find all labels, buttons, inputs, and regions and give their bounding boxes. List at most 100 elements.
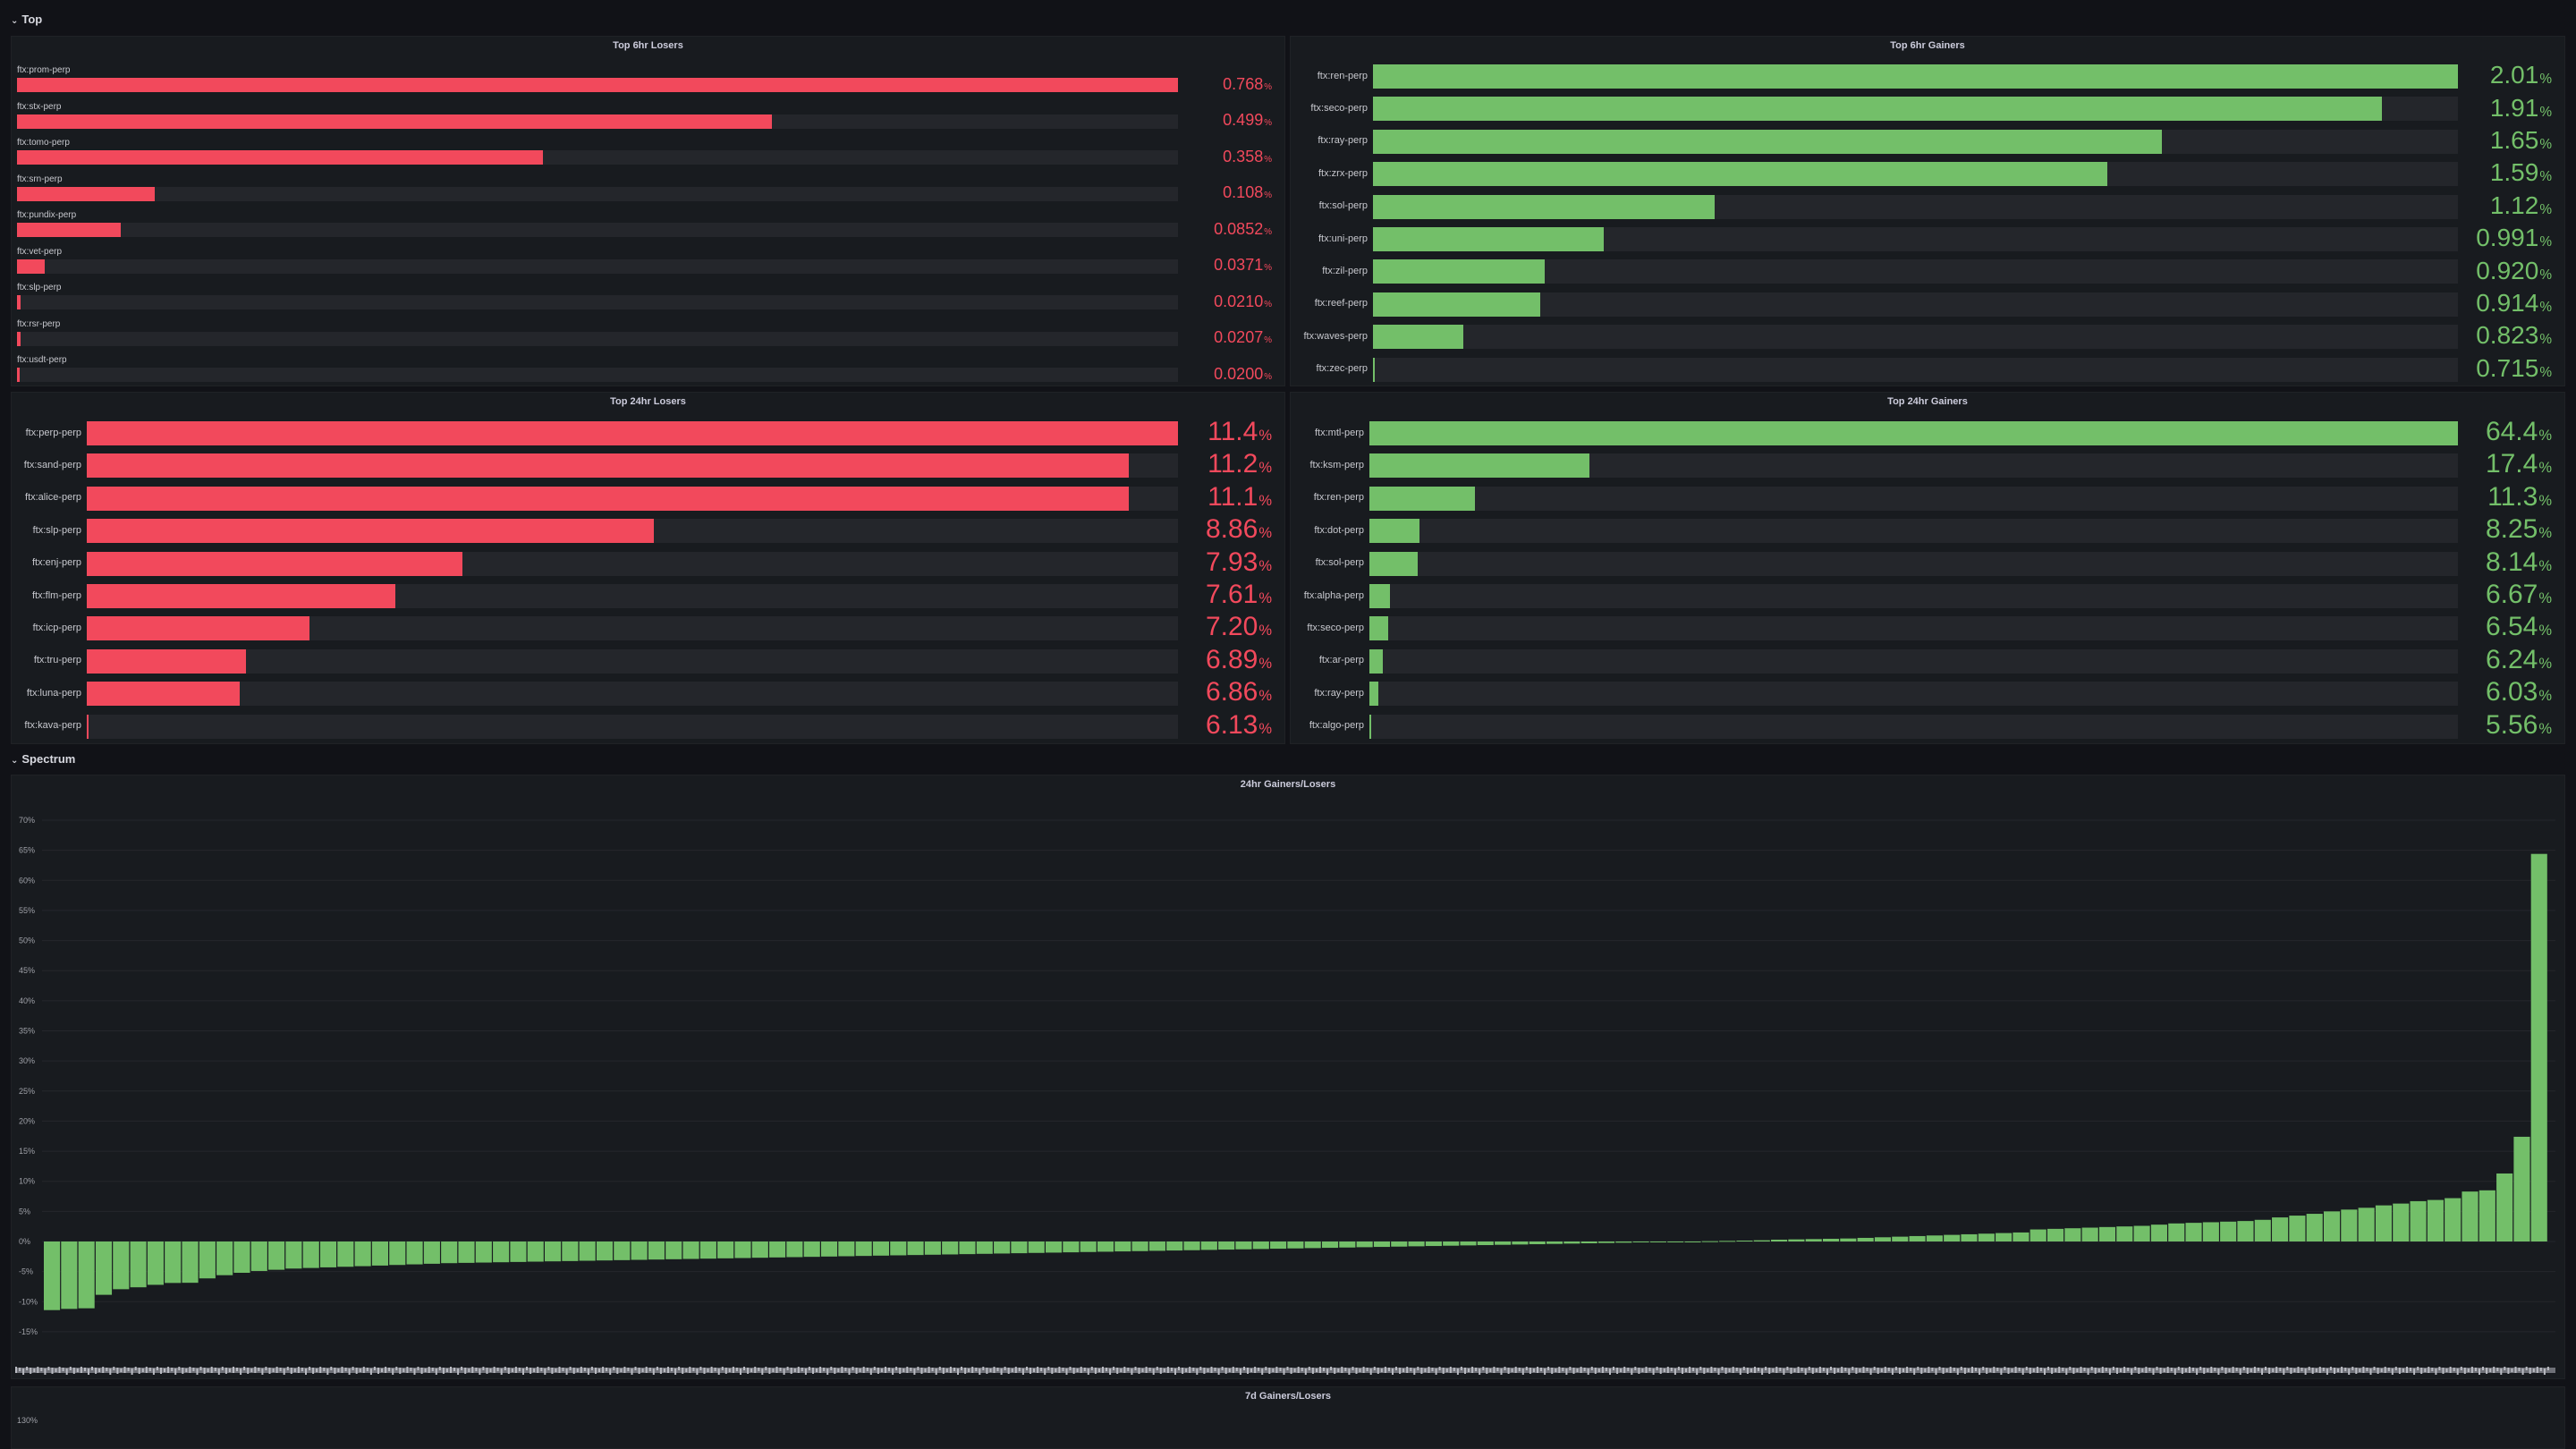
spectrum-bar[interactable] bbox=[648, 1241, 665, 1260]
spectrum-bar[interactable] bbox=[510, 1241, 527, 1262]
spectrum-bar[interactable] bbox=[2289, 1216, 2306, 1241]
spectrum-bar[interactable] bbox=[699, 1241, 716, 1259]
spectrum-bar[interactable] bbox=[1063, 1241, 1080, 1253]
spectrum-bar[interactable] bbox=[1080, 1241, 1097, 1252]
spectrum-bar[interactable] bbox=[2185, 1223, 2202, 1241]
spectrum-bar[interactable] bbox=[1235, 1241, 1252, 1250]
spectrum-bar[interactable] bbox=[1460, 1241, 1477, 1246]
spectrum-bar[interactable] bbox=[527, 1241, 544, 1262]
spectrum-bar[interactable] bbox=[2202, 1222, 2219, 1241]
spectrum-bar[interactable] bbox=[1874, 1237, 1892, 1241]
spectrum-bar[interactable] bbox=[337, 1241, 354, 1267]
spectrum-bar[interactable] bbox=[1996, 1233, 2012, 1241]
spectrum-bar[interactable] bbox=[924, 1241, 941, 1255]
spectrum-bar[interactable] bbox=[545, 1241, 562, 1262]
spectrum-bar[interactable] bbox=[199, 1241, 216, 1279]
spectrum-bar[interactable] bbox=[1443, 1241, 1460, 1246]
spectrum-bar[interactable] bbox=[2427, 1199, 2444, 1241]
spectrum-bar[interactable] bbox=[2272, 1217, 2289, 1241]
spectrum-bar[interactable] bbox=[1529, 1241, 1546, 1245]
panel-title[interactable]: Top 24hr Gainers bbox=[1887, 396, 1968, 407]
spectrum-bar[interactable] bbox=[1425, 1241, 1442, 1247]
spectrum-bar[interactable] bbox=[1131, 1241, 1148, 1251]
spectrum-bar[interactable] bbox=[113, 1241, 130, 1290]
spectrum-bar[interactable] bbox=[596, 1241, 614, 1261]
spectrum-bar[interactable] bbox=[1097, 1241, 1114, 1252]
spectrum-bar[interactable] bbox=[1892, 1236, 1909, 1241]
spectrum-bar[interactable] bbox=[44, 1241, 61, 1310]
panel-title[interactable]: Top 24hr Losers bbox=[610, 396, 686, 407]
spectrum-bar[interactable] bbox=[61, 1241, 78, 1309]
spectrum-bar[interactable] bbox=[1391, 1241, 1408, 1247]
spectrum-bar[interactable] bbox=[165, 1241, 182, 1284]
spectrum-bar[interactable] bbox=[717, 1241, 734, 1258]
spectrum-bar[interactable] bbox=[1805, 1239, 1822, 1241]
spectrum-bar[interactable] bbox=[1909, 1235, 1926, 1241]
spectrum-bar[interactable] bbox=[2168, 1223, 2185, 1241]
spectrum-bar[interactable] bbox=[1495, 1241, 1512, 1245]
spectrum-bar[interactable] bbox=[562, 1241, 579, 1261]
spectrum-bar[interactable] bbox=[2358, 1208, 2375, 1241]
spectrum-bar[interactable] bbox=[2306, 1214, 2323, 1241]
spectrum-bar[interactable] bbox=[682, 1241, 699, 1259]
spectrum-bar[interactable] bbox=[1632, 1241, 1649, 1243]
spectrum-bar[interactable] bbox=[2098, 1226, 2116, 1241]
spectrum-bar[interactable] bbox=[1477, 1241, 1494, 1246]
spectrum-bar[interactable] bbox=[1771, 1239, 1788, 1241]
spectrum-bar[interactable] bbox=[95, 1241, 113, 1295]
spectrum-bar[interactable] bbox=[2410, 1200, 2427, 1241]
spectrum-bar[interactable] bbox=[1580, 1241, 1597, 1244]
spectrum-bar[interactable] bbox=[872, 1241, 890, 1256]
spectrum-bar[interactable] bbox=[1218, 1241, 1235, 1250]
spectrum-bar[interactable] bbox=[734, 1241, 751, 1258]
spectrum-bar[interactable] bbox=[665, 1241, 682, 1259]
spectrum-bar[interactable] bbox=[1304, 1241, 1321, 1249]
spectrum-bar[interactable] bbox=[2496, 1173, 2513, 1241]
spectrum-bar[interactable] bbox=[2479, 1190, 2496, 1241]
spectrum-bar[interactable] bbox=[1166, 1241, 1183, 1251]
spectrum-bar[interactable] bbox=[786, 1241, 803, 1258]
spectrum-bar[interactable] bbox=[1408, 1241, 1425, 1247]
spectrum-bar[interactable] bbox=[354, 1241, 371, 1267]
spectrum-bar[interactable] bbox=[285, 1241, 302, 1269]
spectrum-bar[interactable] bbox=[1252, 1241, 1269, 1250]
spectrum-bar[interactable] bbox=[302, 1241, 319, 1268]
spectrum-bar[interactable] bbox=[1701, 1241, 1718, 1242]
spectrum-bar[interactable] bbox=[1978, 1233, 1995, 1241]
spectrum-bar[interactable] bbox=[890, 1241, 907, 1256]
spectrum-bar[interactable] bbox=[147, 1241, 164, 1285]
spectrum-bar[interactable] bbox=[1321, 1241, 1339, 1249]
spectrum-bar[interactable] bbox=[942, 1241, 959, 1255]
spectrum-bar[interactable] bbox=[1840, 1238, 1857, 1241]
spectrum-bar[interactable] bbox=[1114, 1241, 1131, 1252]
spectrum-bar[interactable] bbox=[2462, 1191, 2479, 1241]
spectrum-bar[interactable] bbox=[268, 1241, 285, 1270]
spectrum-bar[interactable] bbox=[216, 1241, 233, 1275]
spectrum-bar[interactable] bbox=[475, 1241, 492, 1263]
spectrum-bar[interactable] bbox=[2116, 1226, 2133, 1241]
spectrum-bar[interactable] bbox=[614, 1241, 631, 1260]
spectrum-bar[interactable] bbox=[2393, 1203, 2410, 1241]
spectrum-bar[interactable] bbox=[1200, 1241, 1217, 1250]
spectrum-bar[interactable] bbox=[1046, 1241, 1063, 1253]
spectrum-bar[interactable] bbox=[458, 1241, 475, 1263]
spectrum-bar[interactable] bbox=[2341, 1209, 2358, 1241]
spectrum-bar[interactable] bbox=[371, 1241, 389, 1266]
spectrum-bar[interactable] bbox=[389, 1241, 406, 1266]
spectrum-bar[interactable] bbox=[1649, 1241, 1666, 1242]
spectrum-bar[interactable] bbox=[2237, 1221, 2254, 1241]
spectrum-bar[interactable] bbox=[820, 1241, 838, 1257]
spectrum-bar[interactable] bbox=[1183, 1241, 1200, 1250]
spectrum-bar[interactable] bbox=[1667, 1241, 1684, 1242]
spectrum-bar[interactable] bbox=[2375, 1205, 2393, 1241]
spectrum-bar[interactable] bbox=[1563, 1241, 1580, 1244]
spectrum-bar[interactable] bbox=[1339, 1241, 1356, 1248]
spectrum-bar[interactable] bbox=[2081, 1227, 2098, 1241]
spectrum-bar[interactable] bbox=[2513, 1136, 2530, 1241]
spectrum-bar[interactable] bbox=[855, 1241, 872, 1257]
spectrum-bar[interactable] bbox=[319, 1241, 337, 1267]
spectrum-bar[interactable] bbox=[838, 1241, 855, 1257]
spectrum-bar[interactable] bbox=[423, 1241, 440, 1264]
spectrum-bar[interactable] bbox=[2220, 1221, 2237, 1241]
spectrum-bar[interactable] bbox=[2254, 1219, 2271, 1241]
